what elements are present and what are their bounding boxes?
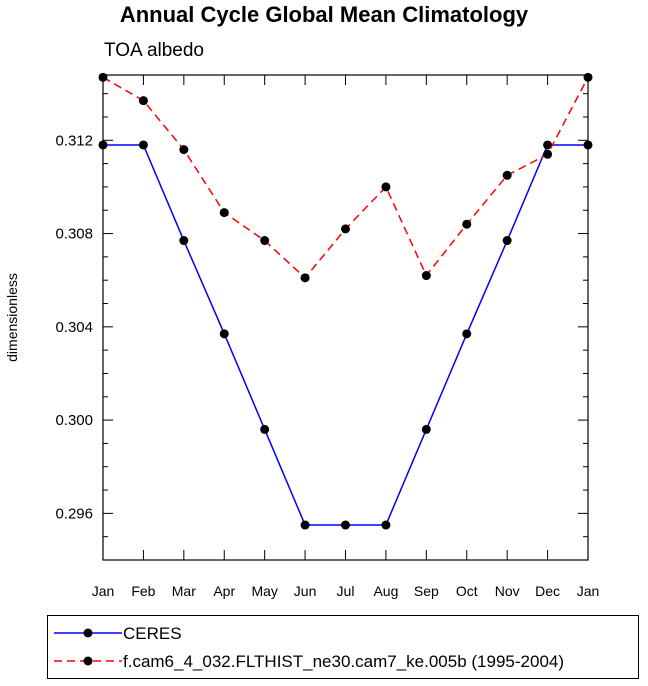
- series-0-point: [98, 140, 108, 150]
- series-0-point: [300, 520, 310, 530]
- series-0-point: [543, 140, 553, 150]
- plot-frame: [102, 74, 589, 561]
- legend-swatch-1: [54, 656, 122, 666]
- series-1-point: [583, 72, 593, 82]
- x-tick-label: Jul: [337, 583, 355, 599]
- x-tick-label: Jan: [92, 583, 115, 599]
- axes: Jan Feb Mar Apr May Jun Jul Aug Sep Oct Nov Dec Jan 0…: [55, 74, 600, 599]
- legend-item-0: CERES: [48, 622, 638, 646]
- series-line-0: [103, 144, 588, 526]
- x-tick-label: May: [251, 583, 277, 599]
- series-1-point: [543, 149, 553, 159]
- y-tick-label: 0.296: [55, 505, 93, 522]
- y-axis-label: dimensionless: [4, 273, 20, 362]
- series-0-point: [341, 520, 350, 530]
- series-1-point: [462, 219, 472, 229]
- x-tick-label: Dec: [535, 583, 560, 599]
- series-layer: [98, 72, 593, 530]
- series-0-point: [421, 424, 431, 434]
- series-line-1: [102, 76, 589, 279]
- x-tick-label: Sep: [414, 583, 439, 599]
- series-1-point: [260, 236, 270, 246]
- x-tick-label: Oct: [456, 583, 478, 599]
- series-0-point: [138, 140, 148, 150]
- series-1-point: [502, 170, 512, 180]
- series-0-point: [462, 329, 472, 339]
- legend-marker-1: [83, 656, 93, 666]
- series-1-point: [138, 96, 148, 106]
- y-tick-label: 0.300: [55, 412, 93, 429]
- series-1-point: [179, 145, 189, 155]
- x-tick-label: Aug: [373, 583, 398, 599]
- legend: CERES f.cam6_4_032.FLTHIST_ne30.cam7_ke.…: [47, 615, 639, 679]
- x-tick-label: Feb: [131, 583, 155, 599]
- series-0-point: [583, 140, 593, 150]
- legend-marker-0: [83, 628, 93, 638]
- x-tick-label: Mar: [172, 583, 196, 599]
- x-tick-label: Apr: [213, 583, 235, 599]
- series-0-point: [381, 520, 391, 530]
- legend-label-0: CERES: [123, 624, 182, 643]
- series-0-point: [260, 424, 270, 434]
- series-1-point: [300, 273, 310, 283]
- x-tick-label: Jun: [294, 583, 317, 599]
- series-0-point: [502, 236, 512, 246]
- series-1-point: [381, 182, 391, 192]
- series-1-point: [421, 271, 431, 281]
- x-tick-label: Nov: [495, 583, 520, 599]
- chart-title: Annual Cycle Global Mean Climatology: [119, 2, 529, 27]
- legend-label-1: f.cam6_4_032.FLTHIST_ne30.cam7_ke.005b (…: [123, 652, 565, 671]
- line-chart: Jan Feb Mar Apr May Jun Jul Aug Sep Oct Nov Dec Jan 0…: [4, 72, 600, 599]
- legend-swatch-0: [54, 628, 122, 638]
- series-0-point: [179, 236, 189, 246]
- y-tick-label: 0.304: [55, 319, 93, 336]
- chart-subtitle: TOA albedo: [104, 40, 205, 61]
- y-tick-label: 0.312: [55, 132, 93, 149]
- series-0-point: [219, 329, 229, 339]
- series-1-point: [219, 208, 229, 218]
- series-1-point: [341, 224, 350, 234]
- series-1-point: [98, 72, 108, 82]
- legend-item-1: f.cam6_4_032.FLTHIST_ne30.cam7_ke.005b (…: [48, 650, 638, 674]
- x-tick-label: Jan: [577, 583, 600, 599]
- y-tick-label: 0.308: [55, 226, 93, 243]
